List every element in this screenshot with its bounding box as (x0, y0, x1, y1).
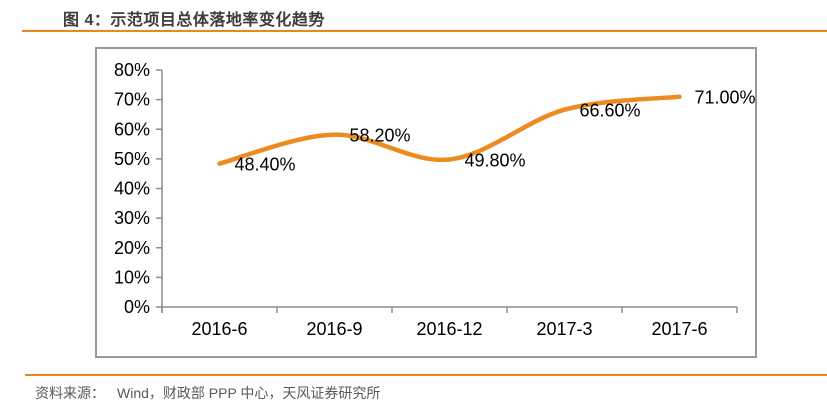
x-tick-label: 2016-9 (306, 319, 362, 339)
footer-rule (25, 374, 827, 376)
y-tick-label: 70% (114, 90, 150, 110)
y-tick-label: 30% (114, 208, 150, 228)
figure-title: 图 4：示范项目总体落地率变化趋势 (63, 12, 325, 29)
data-label: 58.20% (350, 126, 411, 146)
data-label: 71.00% (695, 88, 756, 108)
data-label: 66.60% (580, 101, 641, 121)
y-tick-label: 10% (114, 267, 150, 287)
y-tick-label: 80% (114, 60, 150, 80)
source-label: 资料来源： (35, 385, 105, 401)
data-label: 48.40% (235, 155, 296, 175)
x-tick-label: 2017-3 (536, 319, 592, 339)
x-tick-label: 2017-6 (651, 319, 707, 339)
x-tick-label: 2016-6 (191, 319, 247, 339)
y-tick-label: 60% (114, 119, 150, 139)
y-tick-label: 40% (114, 179, 150, 199)
y-tick-label: 20% (114, 238, 150, 258)
y-tick-label: 50% (114, 149, 150, 169)
source-line: 资料来源： Wind，财政部 PPP 中心，天风证券研究所 (35, 383, 380, 403)
source-text: Wind，财政部 PPP 中心，天风证券研究所 (117, 385, 381, 401)
trend-line (217, 94, 682, 166)
line-chart: 0% 10% 20% 30% 40% 50% 60% 70% 80% 2016-6 2016-9 20… (114, 60, 756, 339)
data-label: 49.80% (465, 150, 526, 170)
chart-frame: 0% 10% 20% 30% 40% 50% 60% 70% 80% 2016-6 2016-9 20… (95, 47, 757, 358)
title-underline-rule (22, 30, 827, 32)
y-tick-label: 0% (124, 297, 150, 317)
x-tick-label: 2016-12 (416, 319, 482, 339)
